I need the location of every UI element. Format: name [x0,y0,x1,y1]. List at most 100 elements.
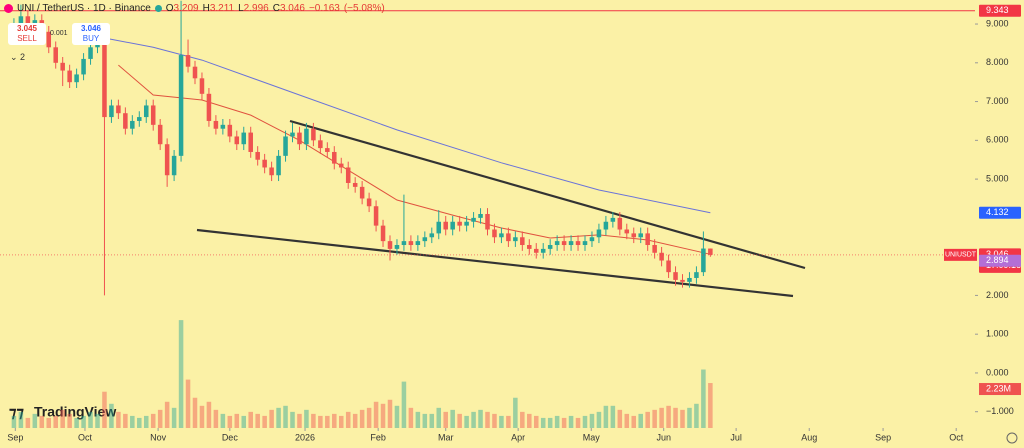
y-tick-label: 5.000 [986,173,1009,183]
x-tick-label: Jun [656,432,671,442]
candle-body [540,248,546,253]
volume-bar [143,415,149,428]
volume-tag [979,383,1021,396]
candle-body [60,62,65,71]
price-tag-label: 4.132 [986,207,1009,217]
candle-body [137,117,142,121]
candle-body [81,58,86,75]
buy-label: BUY [82,34,100,43]
candle-body [130,120,135,129]
candle-body [109,105,114,118]
candle-body [338,163,344,168]
price-tag-label: 2.894 [986,255,1009,265]
price-tag [979,254,1021,267]
volume-bar [227,415,233,428]
volume-bar [311,413,316,428]
candle-body [25,16,31,28]
volume-bar [638,413,643,428]
volume-bar [81,415,86,428]
candle-body [631,233,637,238]
volume-bar [547,417,553,428]
volume-bar [687,407,692,428]
candle-body [325,148,330,152]
candle-body [178,55,184,156]
candle-body [575,241,581,246]
candle-body [673,272,678,280]
candle-body [499,233,504,238]
price-tag [979,206,1021,219]
indicators-toggle[interactable]: ⌄ 2 [10,52,26,62]
status-dot [154,5,162,12]
volume-bar [171,407,177,428]
candle-body [513,237,518,242]
candle-body [269,167,274,176]
volume-bar [387,399,393,428]
symbol[interactable]: UNI / TetherUS · 1D · Binance [17,3,151,14]
candle-body [568,241,574,246]
candle-body [506,233,511,242]
volume-bar [67,413,72,428]
volume-bar [18,411,24,428]
x-tick-label: Feb [370,432,386,442]
volume-bar [478,409,483,428]
volume-bar [527,413,532,428]
candle-body [206,93,212,121]
volume-bar [701,369,706,428]
y-tick-label: 7.000 [986,96,1009,106]
candle-body [248,132,253,152]
volume-bar [436,407,442,428]
candle-body [429,233,435,238]
volume-bar [394,405,400,428]
volume-bar [46,417,52,428]
candle-body [457,221,462,226]
x-tick-label: 2026 [295,432,315,442]
candle-body [157,124,163,145]
volume-bar [39,415,45,428]
volume-bar [492,413,497,428]
candle-body [262,159,267,168]
volume-bar [596,411,602,428]
candle-body [624,229,630,234]
logo: TradingView [34,404,116,420]
candle-body [708,248,713,255]
candle-body [53,47,58,63]
candle-body [241,132,247,145]
candle-body [164,144,170,176]
ohlc-letter: O [165,3,174,14]
trend-line [289,119,806,270]
candle-body [18,16,24,25]
volume-bar [185,379,191,428]
candle-body [520,237,525,246]
volume-bar [283,405,288,428]
volume-bar [199,405,205,428]
candle-body [561,241,567,246]
volume-bar [694,403,699,428]
candle-body [533,248,539,253]
volume-bar [401,381,407,428]
x-tick-label: Mar [438,432,454,442]
volume-bar [255,413,260,428]
ohlc-value: 3.209 [173,3,199,14]
x-tick-label: Nov [150,432,167,442]
volume-bar [352,413,358,428]
candle-body [471,217,476,222]
settings-icon[interactable] [1006,432,1018,444]
x-tick-label: Jul [730,432,742,442]
volume-bar [74,417,79,428]
volume-bar [408,407,414,428]
candle-body [582,241,588,246]
change-pct: (−5.08%) [343,3,385,14]
sell-button[interactable]: 3.045 SELL [8,23,46,45]
candle-body [638,233,643,238]
candle-body [46,31,52,48]
volume-bar [624,413,630,428]
ohlc-value: 3.211 [209,3,235,14]
volume-bar [102,391,107,428]
candle-body [102,43,107,118]
candle-body [380,225,386,242]
buy-button[interactable]: 3.046 BUY [72,23,110,45]
volume-bar [192,397,198,428]
volume-bar [137,417,142,428]
volume-bar [666,405,671,428]
